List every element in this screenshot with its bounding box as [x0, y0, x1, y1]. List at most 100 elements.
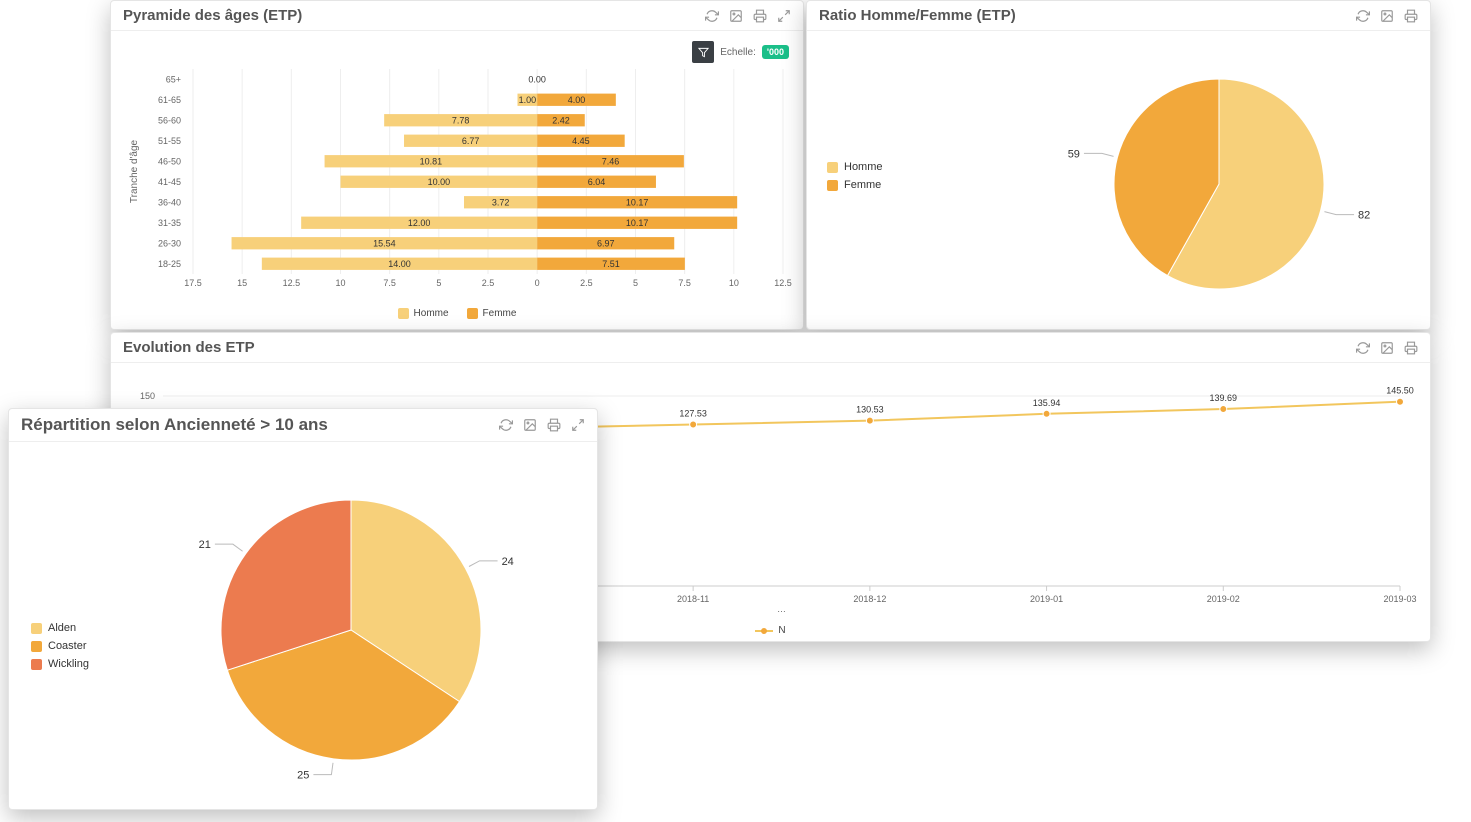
- svg-text:2.42: 2.42: [552, 115, 570, 125]
- svg-text:82: 82: [1358, 210, 1370, 222]
- svg-text:56-60: 56-60: [158, 115, 181, 125]
- panel-body: Homme Femme 82 59: [807, 31, 1430, 329]
- svg-text:10.17: 10.17: [626, 218, 649, 228]
- legend-n[interactable]: N: [755, 625, 785, 636]
- svg-text:0.00: 0.00: [528, 74, 546, 84]
- legend-homme[interactable]: Homme: [827, 161, 883, 173]
- panel-header: Evolution des ETP: [111, 333, 1430, 363]
- svg-text:12.00: 12.00: [408, 218, 431, 228]
- svg-text:10: 10: [335, 278, 345, 288]
- svg-text:…: …: [777, 604, 786, 614]
- svg-text:12.5: 12.5: [283, 278, 301, 288]
- print-icon[interactable]: [547, 418, 561, 432]
- svg-text:2019-01: 2019-01: [1030, 594, 1063, 604]
- svg-text:15.54: 15.54: [373, 238, 396, 248]
- svg-text:5: 5: [633, 278, 638, 288]
- svg-text:2.5: 2.5: [580, 278, 593, 288]
- panel-age-pyramid: Pyramide des âges (ETP) Echelle: '000 17…: [110, 0, 804, 330]
- svg-text:0: 0: [535, 278, 540, 288]
- svg-text:36-40: 36-40: [158, 197, 181, 207]
- svg-text:6.77: 6.77: [462, 136, 480, 146]
- svg-text:127.53: 127.53: [679, 408, 707, 418]
- image-icon[interactable]: [1380, 341, 1394, 355]
- svg-text:14.00: 14.00: [388, 259, 411, 269]
- image-icon[interactable]: [729, 9, 743, 23]
- svg-text:2018-12: 2018-12: [853, 594, 886, 604]
- panel-title: Ratio Homme/Femme (ETP): [819, 7, 1016, 24]
- svg-text:4.45: 4.45: [572, 136, 590, 146]
- image-icon[interactable]: [523, 418, 537, 432]
- scale-label: Echelle:: [720, 47, 756, 58]
- svg-text:24: 24: [502, 556, 514, 568]
- svg-text:41-45: 41-45: [158, 177, 181, 187]
- svg-text:139.69: 139.69: [1210, 393, 1238, 403]
- ratio-pie-chart: 82 59: [819, 39, 1419, 319]
- svg-text:7.5: 7.5: [383, 278, 396, 288]
- svg-text:130.53: 130.53: [856, 405, 884, 415]
- panel-title: Répartition selon Ancienneté > 10 ans: [21, 415, 328, 435]
- legend-wickling[interactable]: Wickling: [31, 658, 89, 670]
- print-icon[interactable]: [1404, 341, 1418, 355]
- svg-text:135.94: 135.94: [1033, 398, 1061, 408]
- svg-text:2.5: 2.5: [482, 278, 495, 288]
- refresh-icon[interactable]: [705, 9, 719, 23]
- panel-actions: [499, 418, 585, 432]
- svg-text:65+: 65+: [166, 74, 181, 84]
- svg-text:15: 15: [237, 278, 247, 288]
- panel-anciennete: Répartition selon Ancienneté > 10 ans Al…: [8, 408, 598, 810]
- svg-text:12.5: 12.5: [774, 278, 792, 288]
- pyramid-chart: 17.5 15 12.5 10 7.5 5 2.5 0 2.5 5 7.5 10 12.5 Tranche…: [123, 39, 793, 299]
- anciennete-pie-chart: 24 25 21: [21, 450, 587, 800]
- svg-text:3.72: 3.72: [492, 197, 510, 207]
- legend-coaster[interactable]: Coaster: [31, 640, 89, 652]
- filter-icon[interactable]: [692, 41, 714, 63]
- svg-text:21: 21: [199, 539, 211, 551]
- panel-header: Pyramide des âges (ETP): [111, 1, 803, 31]
- svg-text:150: 150: [140, 391, 155, 401]
- svg-text:17.5: 17.5: [184, 278, 202, 288]
- svg-text:6.04: 6.04: [588, 177, 606, 187]
- refresh-icon[interactable]: [1356, 341, 1370, 355]
- svg-text:7.5: 7.5: [678, 278, 691, 288]
- print-icon[interactable]: [1404, 9, 1418, 23]
- panel-body: Echelle: '000 17.5 15 12.5 10 7.5 5 2.5 0 2.5 5 7.…: [111, 31, 803, 329]
- svg-text:7.78: 7.78: [452, 115, 470, 125]
- svg-text:7.46: 7.46: [602, 156, 620, 166]
- expand-icon[interactable]: [571, 418, 585, 432]
- svg-text:59: 59: [1068, 148, 1080, 160]
- svg-text:145.50: 145.50: [1386, 386, 1414, 396]
- panel-actions: [1356, 9, 1418, 23]
- svg-text:10: 10: [729, 278, 739, 288]
- panel-title: Evolution des ETP: [123, 339, 255, 356]
- legend-alden[interactable]: Alden: [31, 622, 89, 634]
- svg-text:6.97: 6.97: [597, 238, 615, 248]
- svg-text:Tranche d'âge: Tranche d'âge: [129, 139, 140, 203]
- scale-badge: Echelle: '000: [692, 41, 789, 63]
- expand-icon[interactable]: [777, 9, 791, 23]
- refresh-icon[interactable]: [499, 418, 513, 432]
- ratio-legend: Homme Femme: [827, 161, 883, 191]
- panel-title: Pyramide des âges (ETP): [123, 7, 302, 24]
- svg-text:5: 5: [436, 278, 441, 288]
- legend-femme[interactable]: Femme: [467, 308, 517, 319]
- svg-text:10.17: 10.17: [626, 197, 649, 207]
- svg-text:51-55: 51-55: [158, 136, 181, 146]
- legend-homme[interactable]: Homme: [398, 308, 449, 319]
- panel-body: Alden Coaster Wickling 24 25 21: [9, 442, 597, 809]
- svg-text:25: 25: [297, 770, 309, 782]
- legend-femme[interactable]: Femme: [827, 179, 883, 191]
- panel-actions: [1356, 341, 1418, 355]
- print-icon[interactable]: [753, 9, 767, 23]
- panel-header: Répartition selon Ancienneté > 10 ans: [9, 409, 597, 442]
- svg-text:46-50: 46-50: [158, 156, 181, 166]
- svg-text:61-65: 61-65: [158, 95, 181, 105]
- svg-text:18-25: 18-25: [158, 259, 181, 269]
- image-icon[interactable]: [1380, 9, 1394, 23]
- scale-value: '000: [762, 45, 789, 59]
- pyramid-legend: Homme Femme: [123, 304, 791, 321]
- svg-text:7.51: 7.51: [602, 259, 620, 269]
- svg-text:10.81: 10.81: [420, 156, 443, 166]
- panel-ratio-hf: Ratio Homme/Femme (ETP) Homme Femme 82 59: [806, 0, 1431, 330]
- svg-text:2019-03: 2019-03: [1383, 594, 1416, 604]
- refresh-icon[interactable]: [1356, 9, 1370, 23]
